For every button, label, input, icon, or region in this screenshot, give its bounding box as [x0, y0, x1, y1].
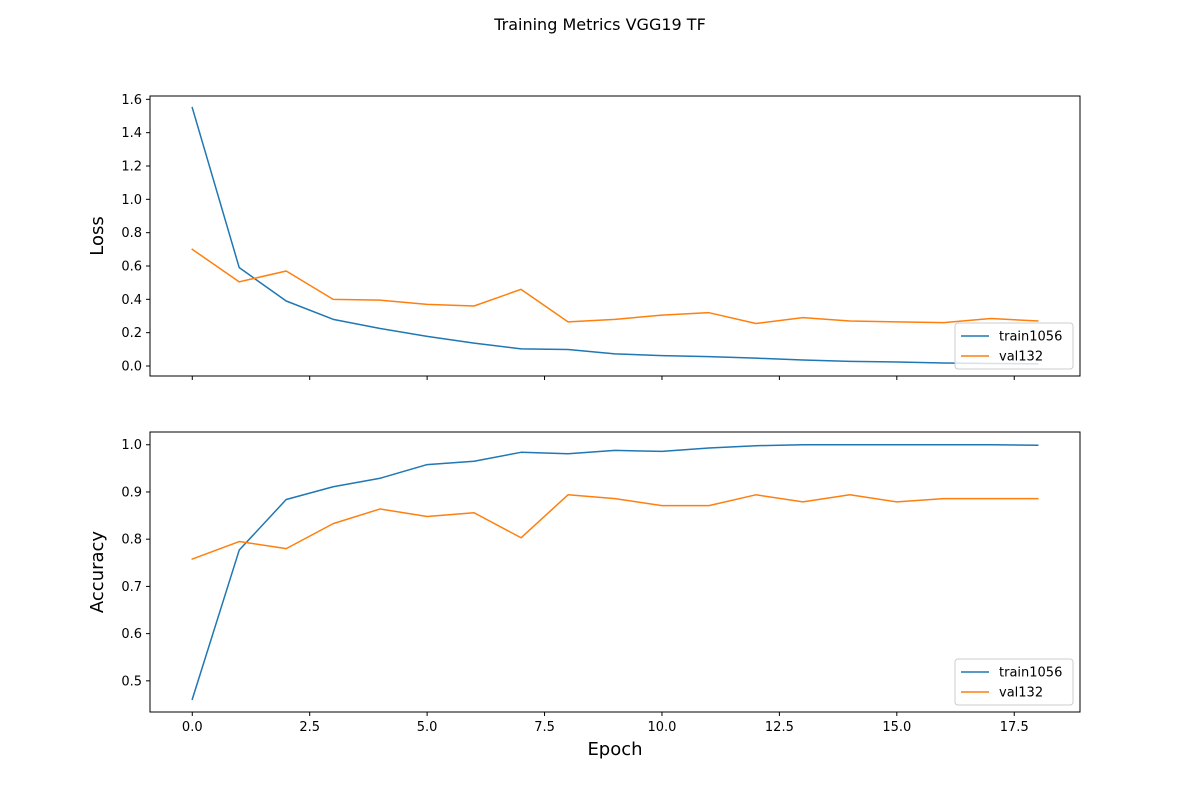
y-tick-label: 1.0 — [121, 438, 142, 453]
legend-label: val132 — [999, 686, 1043, 701]
x-tick-label: 12.5 — [765, 720, 794, 735]
y-tick-label: 0.0 — [121, 360, 142, 375]
y-tick-label: 0.4 — [121, 293, 142, 308]
y-axis-label: Accuracy — [87, 531, 108, 614]
series-line-train1056 — [191, 106, 1039, 365]
accuracy-plot: 0.0 2.5 5.0 7.5 10.0 12.5 15.0 17.5 0.5 0.6 0.7 0.8… — [87, 431, 1081, 760]
legend-label: train1056 — [999, 330, 1062, 345]
y-tick-label: 1.0 — [121, 193, 142, 208]
x-tick-label: 0.0 — [182, 720, 203, 735]
axes-frame — [149, 95, 1081, 377]
x-tick-label: 2.5 — [299, 720, 320, 735]
y-tick-label: 0.9 — [121, 485, 142, 500]
x-tick-label: 7.5 — [534, 720, 555, 735]
series-line-val132 — [191, 494, 1039, 560]
y-tick-label: 1.4 — [121, 126, 142, 141]
y-tick-label: 1.6 — [121, 93, 142, 108]
y-tick-label: 0.7 — [121, 580, 142, 595]
x-tick-label: 10.0 — [647, 720, 676, 735]
legend-box — [954, 322, 1074, 370]
y-tick-label: 0.2 — [121, 326, 142, 341]
y-axis-label: Loss — [87, 216, 108, 255]
x-tick-label: 15.0 — [882, 720, 911, 735]
x-tick-label: 5.0 — [417, 720, 438, 735]
axes-frame — [149, 431, 1081, 713]
series-line-train1056 — [191, 444, 1039, 701]
legend-box — [954, 658, 1074, 706]
legend: train1056 val132 — [954, 658, 1074, 706]
y-tick-label: 0.8 — [121, 226, 142, 241]
legend-label: train1056 — [999, 666, 1062, 681]
y-tick-label: 0.5 — [121, 674, 142, 689]
x-tick-label: 17.5 — [1000, 720, 1029, 735]
series-line-val132 — [191, 248, 1039, 325]
legend-label: val132 — [999, 350, 1043, 365]
loss-plot: 0.0 0.2 0.4 0.6 0.8 1.0 1.2 1.4 1.6 Loss train1056… — [87, 93, 1081, 380]
y-tick-label: 0.6 — [121, 260, 142, 275]
y-tick-label: 1.2 — [121, 160, 142, 175]
y-tick-label: 0.6 — [121, 627, 142, 642]
legend: train1056 val132 — [954, 322, 1074, 370]
y-tick-label: 0.8 — [121, 533, 142, 548]
figure-title: Training Metrics VGG19 TF — [493, 15, 706, 34]
x-axis-label: Epoch — [587, 739, 642, 760]
